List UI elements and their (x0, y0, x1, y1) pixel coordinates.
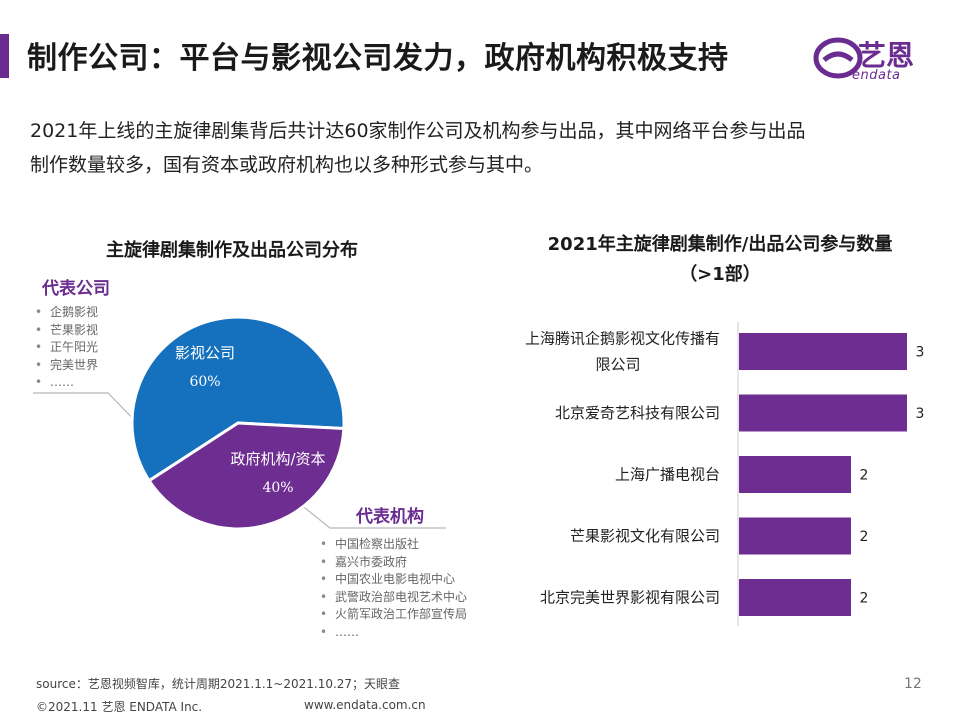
logo-swoosh (813, 37, 863, 79)
list-item: 中国检察出版社 (318, 536, 467, 554)
bar (739, 517, 851, 555)
institution-list: 中国检察出版社 嘉兴市委政府 中国农业电影电视中心 武警政治部电视艺术中心 火箭… (318, 536, 467, 641)
summary-line-1: 2021年上线的主旋律剧集背后共计达60家制作公司及机构参与出品，其中网络平台参… (30, 120, 806, 142)
company-list: 企鹅影视 芒果影视 正午阳光 完美世界 …… (33, 304, 98, 392)
bar-category-label: 北京完美世界影视有限公司 (540, 589, 720, 607)
group-heading-companies: 代表公司 (42, 279, 110, 299)
bar-chart-title: 2021年主旋律剧集制作/出品公司参与数量 （>1部） (500, 230, 940, 290)
bar-chart-title-line-1: 2021年主旋律剧集制作/出品公司参与数量 (547, 234, 893, 255)
list-item: 武警政治部电视艺术中心 (318, 589, 467, 607)
bar-category-label: 北京爱奇艺科技有限公司 (555, 404, 720, 422)
list-item: …… (33, 374, 98, 392)
group-heading-institutions: 代表机构 (356, 507, 424, 527)
bar-category-label: 上海广播电视台 (615, 466, 720, 484)
bar-value-label: 2 (860, 468, 869, 484)
copyright: ©2021.11 艺恩 ENDATA Inc. (36, 700, 203, 714)
bar-chart-title-line-2: （>1部） (679, 264, 761, 285)
website: www.endata.com.cn (304, 698, 426, 712)
bar-category-label: 上海腾讯企鹅影视文化传播有 (525, 330, 720, 348)
bar (739, 333, 907, 370)
list-item: 正午阳光 (33, 339, 98, 357)
title-accent-bar (0, 34, 9, 78)
bar-value-label: 3 (916, 406, 925, 422)
list-item: 嘉兴市委政府 (318, 554, 467, 572)
list-item: 火箭军政治工作部宣传局 (318, 606, 467, 624)
pie-chart-title: 主旋律剧集制作及出品公司分布 (106, 240, 358, 261)
list-item: 芒果影视 (33, 322, 98, 340)
list-item: …… (318, 624, 467, 642)
list-item: 企鹅影视 (33, 304, 98, 322)
bar-value-label: 3 (916, 345, 925, 361)
page-number: 12 (904, 676, 922, 692)
bar-category-label: 芒果影视文化有限公司 (570, 527, 720, 545)
list-item: 完美世界 (33, 357, 98, 375)
list-item: 中国农业电影电视中心 (318, 571, 467, 589)
logo-e-mark (822, 51, 854, 62)
endata-logo (813, 37, 863, 79)
summary-text: 2021年上线的主旋律剧集背后共计达60家制作公司及机构参与出品，其中网络平台参… (30, 114, 940, 182)
page-title: 制作公司：平台与影视公司发力，政府机构积极支持 (27, 41, 729, 76)
bar (739, 579, 851, 616)
summary-line-2: 制作数量较多，国有资本或政府机构也以多种形式参与其中。 (30, 154, 544, 176)
bar-value-label: 2 (860, 529, 869, 545)
logo-cn: 艺恩 (858, 39, 915, 72)
bar-category-label: 限公司 (595, 356, 640, 374)
bar (739, 394, 907, 432)
bar-value-label: 2 (860, 591, 869, 607)
source-note: source：艺恩视频智库，统计周期2021.1.1~2021.10.27；天眼… (36, 677, 401, 691)
logo-en: endata (852, 68, 901, 83)
bar (739, 456, 851, 493)
